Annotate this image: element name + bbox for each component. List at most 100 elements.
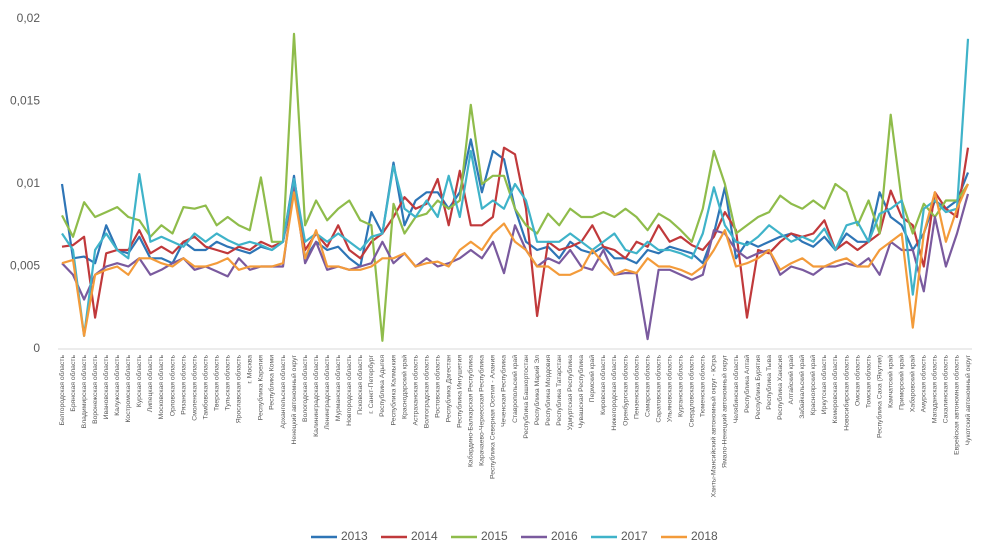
x-tick-label: Нижегородская область <box>610 355 618 431</box>
x-tick-label: Ивановская область <box>102 355 110 420</box>
x-tick-label: Хабаровский край <box>909 355 917 412</box>
series-line <box>61 182 970 341</box>
x-tick-label: Пензенская область <box>632 355 640 419</box>
x-tick-label: Кемеровская область <box>831 355 839 424</box>
x-tick-label: Иркутская область <box>820 355 828 415</box>
x-tick-label: Забайкальский край <box>798 355 806 419</box>
x-tick-label: Республика Северная Осетия - Алания <box>489 355 497 479</box>
x-tick-label: Удмуртская Республика <box>566 355 574 430</box>
x-tick-label: Республика Ингушетия <box>456 355 464 428</box>
legend-label: 2015 <box>481 529 508 543</box>
x-tick-label: Ульяновская область <box>665 355 673 423</box>
legend-label: 2017 <box>621 529 648 543</box>
series-line <box>61 146 970 319</box>
x-tick-label: Ленинградская область <box>323 355 331 430</box>
x-tick-label: Республика Татарстан <box>555 355 563 426</box>
legend-label: 2016 <box>551 529 578 543</box>
x-tick-label: Владимирская область <box>80 355 88 429</box>
x-tick-label: Республика Коми <box>268 355 276 410</box>
legend-label: 2013 <box>341 529 368 543</box>
x-tick-label: Карачаево-Черкесская Республика <box>478 355 486 466</box>
x-tick-label: Ростовская область <box>433 355 441 418</box>
x-tick-label: Кировская область <box>599 355 607 415</box>
x-tick-label: Оренбургская область <box>621 355 629 426</box>
x-tick-label: Самарская область <box>643 355 651 417</box>
x-tick-label: Красноярский край <box>809 355 817 415</box>
x-tick-label: Смоленская область <box>190 355 198 421</box>
x-tick-label: Ярославская область <box>235 355 243 424</box>
x-tick-label: Калининградская область <box>312 355 320 437</box>
x-tick-label: Ставропольский край <box>511 355 519 423</box>
x-tick-label: Архангельская область <box>279 355 287 429</box>
legend-label: 2014 <box>411 529 438 543</box>
x-tick-label: Волгоградская область <box>422 355 430 429</box>
x-tick-label: Воронежская область <box>91 355 99 424</box>
x-tick-label: Томская область <box>864 355 872 409</box>
x-tick-label: Московская область <box>157 355 165 420</box>
x-tick-label: Республика Башкортостан <box>522 355 530 439</box>
x-tick-label: Тюменская область <box>699 355 707 418</box>
y-tick-label: 0 <box>33 341 40 355</box>
x-tick-label: Республика Мордовия <box>544 355 552 426</box>
x-tick-label: Тамбовская область <box>201 355 209 420</box>
x-tick-label: Омская область <box>853 355 861 406</box>
x-tick-label: Республика Алтай <box>743 355 751 413</box>
x-tick-label: Амурская область <box>920 355 928 413</box>
x-tick-label: Тверская область <box>212 355 220 411</box>
x-tick-label: Сахалинская область <box>942 355 950 424</box>
series-line <box>61 183 970 337</box>
y-tick-label: 0,005 <box>10 259 40 273</box>
x-tick-label: Чувашская Республика <box>577 355 585 429</box>
x-tick-label: Белгородская область <box>58 355 66 426</box>
x-tick-label: Псковская область <box>356 355 364 415</box>
x-tick-label: Чеченская Республика <box>500 355 508 427</box>
x-tick-label: Свердловская область <box>688 355 696 428</box>
series-line <box>61 32 969 342</box>
x-tick-label: Магаданская область <box>931 355 939 424</box>
series-line <box>61 38 970 337</box>
x-tick-label: Мурманская область <box>334 355 342 422</box>
x-tick-label: Челябинская область <box>732 355 740 424</box>
x-tick-label: Саратовская область <box>654 355 662 423</box>
x-tick-label: Костромская область <box>124 355 132 423</box>
x-tick-label: Республика Хакасия <box>776 355 784 420</box>
x-tick-label: Курская область <box>135 355 143 408</box>
x-tick-label: Ханты-Мансийский автономный округ - Югра <box>710 355 718 498</box>
x-tick-label: Орловская область <box>168 355 176 417</box>
x-tick-label: Чукотский автономный округ <box>964 354 972 445</box>
x-tick-label: Алтайский край <box>787 355 795 405</box>
x-tick-label: Кабардино-Балкарская Республика <box>467 355 475 467</box>
x-tick-label: Новгородская область <box>345 355 353 426</box>
x-tick-label: Пермский край <box>588 355 596 403</box>
x-tick-label: Республика Марий Эл <box>533 355 541 425</box>
y-tick-label: 0,015 <box>10 94 40 108</box>
x-tick-label: Новосибирская область <box>842 355 850 431</box>
x-tick-label: Республика Дагестан <box>445 355 453 422</box>
x-tick-label: Вологодская область <box>301 355 309 422</box>
x-tick-label: Ненецкий автономный округ <box>290 354 298 444</box>
x-tick-label: Еврейская автономная область <box>953 355 961 455</box>
x-tick-label: Рязанская область <box>179 355 187 415</box>
x-tick-label: Ямало-Ненецкий автономный округ <box>721 354 729 467</box>
x-tick-label: Астраханская область <box>411 355 419 426</box>
x-tick-label: Республика Карелия <box>257 355 265 421</box>
y-tick-label: 0,01 <box>17 176 41 190</box>
x-tick-label: Приморский край <box>898 355 906 410</box>
x-tick-label: Брянская область <box>69 355 77 412</box>
x-tick-label: г. Москва <box>247 355 254 384</box>
x-tick-label: г. Санкт-Петербург <box>367 354 375 413</box>
x-tick-label: Республика Калмыкия <box>389 355 397 426</box>
x-tick-label: Краснодарский край <box>400 355 408 419</box>
x-tick-label: Калужская область <box>113 355 121 416</box>
x-tick-label: Тульская область <box>224 355 232 411</box>
x-tick-label: Республика Саха (Якутия) <box>875 355 883 438</box>
legend-label: 2018 <box>691 529 718 543</box>
y-tick-label: 0,02 <box>17 11 41 25</box>
x-tick-label: Липецкая область <box>146 355 154 413</box>
x-tick-label: Камчатский край <box>886 355 894 408</box>
x-tick-label: Республика Адыгея <box>378 355 386 417</box>
x-tick-label: Курганская область <box>677 355 685 417</box>
x-tick-label: Республика Бурятия <box>754 355 762 420</box>
x-tick-label: Республика Тыва <box>765 355 773 410</box>
